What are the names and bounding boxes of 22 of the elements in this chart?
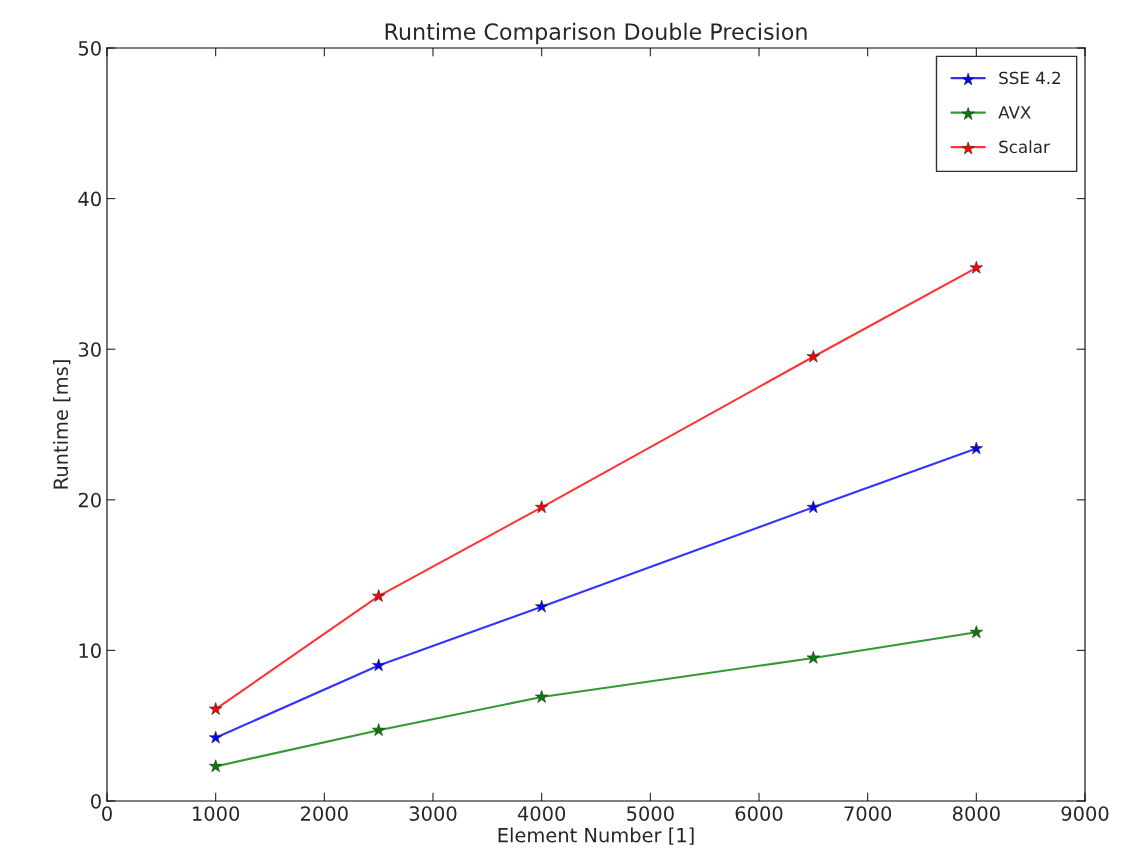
x-tick-label: 4000 [517,806,566,821]
legend-label: Scalar [999,140,1050,154]
x-tick-label: 6000 [735,806,783,821]
x-axis-title: Element Number [1] [498,827,694,845]
y-tick-label: 10 [79,643,101,659]
x-tick-label: 9000 [1061,806,1109,821]
y-tick-label: 0 [91,793,101,809]
legend-label: AVX [998,106,1031,119]
y-tick-label: 20 [78,492,101,508]
x-tick-label: 7000 [844,806,892,821]
x-tick-label: 3000 [409,806,457,821]
x-tick-label: 1000 [193,806,240,821]
y-tick-label: 30 [78,342,101,357]
y-tick-label: 40 [78,191,101,207]
y-tick-label: 50 [78,40,101,56]
y-axis-title: Runtime [ms] [53,360,71,489]
legend-label: SSE 4.2 [999,71,1060,85]
x-tick-label: 2000 [301,806,348,821]
x-tick-label: 5000 [627,806,674,821]
x-tick-label: 0 [102,806,112,821]
chart-title: Runtime Comparison Double Precision [385,22,807,45]
x-tick-label: 8000 [952,806,1000,821]
